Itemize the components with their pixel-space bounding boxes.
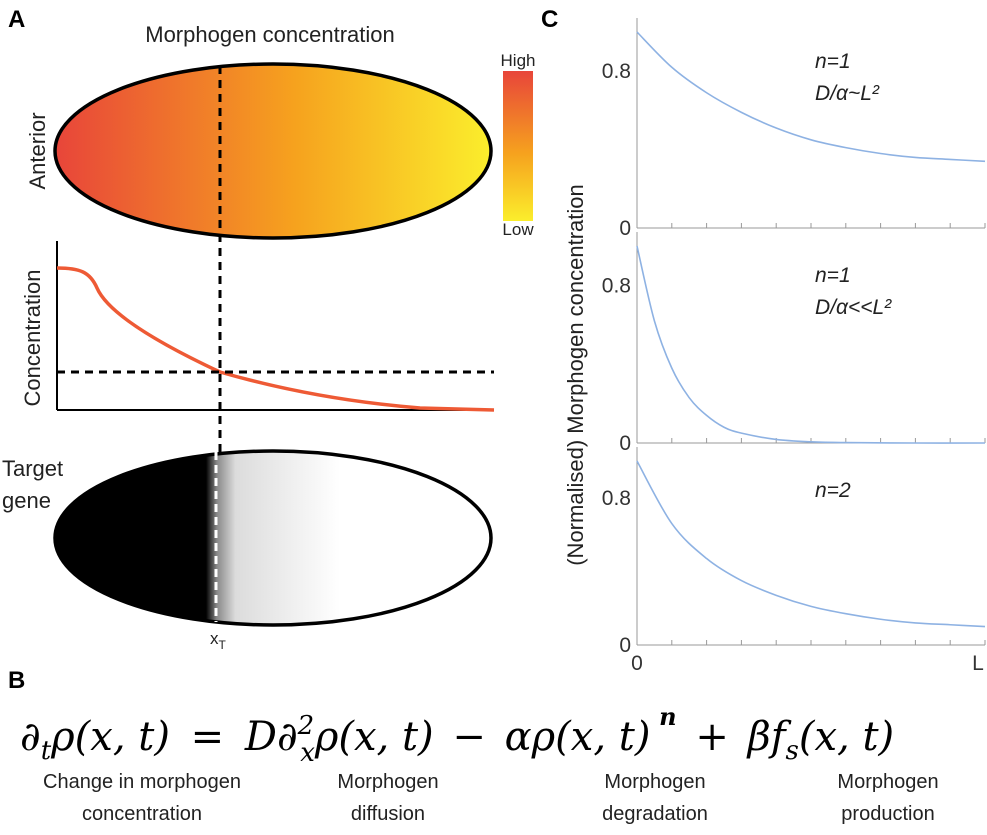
panel-a-letter: A	[8, 6, 25, 33]
profile-curve	[56, 266, 495, 412]
eq-label-degradation-line2: degradation	[602, 803, 708, 825]
subplot-3-series-line	[636, 460, 986, 628]
subplot-1-annotation-line1: n=1	[815, 50, 851, 73]
subplot-2-annotation-line2: D/α<<L²	[815, 296, 892, 319]
panel-c-chart: 0 0.8 n=1 D/α~L² 0 0.8 n=1 D/α<<L² 0 0.8 n=2 0 L	[602, 18, 986, 675]
subplot-3-ytick-0: 0	[619, 634, 631, 657]
concentration-axis-label: Concentration	[20, 270, 45, 407]
morphogen-embryo	[53, 62, 493, 240]
eq-degradation: αρ(x, t)	[505, 714, 651, 760]
eq-label-diffusion-line2: diffusion	[351, 803, 425, 825]
target-gene-label-line1: Target	[2, 456, 63, 481]
subplot-2-ytick-0: 0	[619, 432, 631, 455]
eq-label-diffusion-line1: Morphogen	[337, 771, 438, 793]
panel-a-title: Morphogen concentration	[145, 22, 395, 47]
subplot-1-annotation-line2: D/α~L²	[815, 82, 880, 105]
eq-label-change-line1: Change in morphogen	[43, 771, 241, 793]
colorbar-high-label: High	[501, 51, 536, 70]
eq-plus: +	[695, 714, 729, 760]
x-tick-label-L: L	[972, 652, 984, 675]
eq-label-production-line2: production	[841, 803, 934, 825]
subplot-2-series-line	[636, 245, 986, 444]
equation: ∂tρ(x, t) = D∂2 xρ(x, t) − αρ(x, t) n + β…	[20, 689, 894, 768]
target-gene-label-line2: gene	[2, 488, 51, 513]
panel-c-ylabel: (Normalised) Morphogen concentration	[563, 184, 588, 566]
subplot-3-ytick-08: 0.8	[602, 487, 631, 510]
panel-b-letter: B	[8, 667, 25, 694]
subplot-1-ytick-0: 0	[619, 217, 631, 240]
subplot-2-ytick-08: 0.8	[602, 274, 631, 297]
colorbar	[503, 71, 533, 221]
eq-minus: −	[452, 714, 486, 760]
subplot-1-ytick-08: 0.8	[602, 60, 631, 83]
eq-equals: =	[191, 714, 225, 760]
eq-label-change-line2: concentration	[82, 803, 202, 825]
anterior-label: Anterior	[25, 112, 50, 189]
eq-diffusion: D∂2 xρ(x, t)	[244, 711, 434, 768]
colorbar-low-label: Low	[502, 220, 534, 239]
eq-label-production-line1: Morphogen	[837, 771, 938, 793]
threshold-position-label: xT	[210, 629, 227, 652]
eq-lhs: ∂tρ(x, t)	[20, 714, 170, 766]
eq-production: βfs(x, t)	[746, 714, 895, 766]
target-gene-embryo	[53, 449, 493, 627]
subplot-2-annotation-line1: n=1	[815, 264, 851, 287]
x-tick-label-0: 0	[631, 652, 643, 675]
eq-exponent: n	[659, 702, 676, 731]
panel-c-letter: C	[541, 6, 558, 33]
subplot-1-series-line	[636, 31, 986, 163]
eq-label-degradation-line1: Morphogen	[604, 771, 705, 793]
subplot-3-annotation-line1: n=2	[815, 479, 851, 502]
